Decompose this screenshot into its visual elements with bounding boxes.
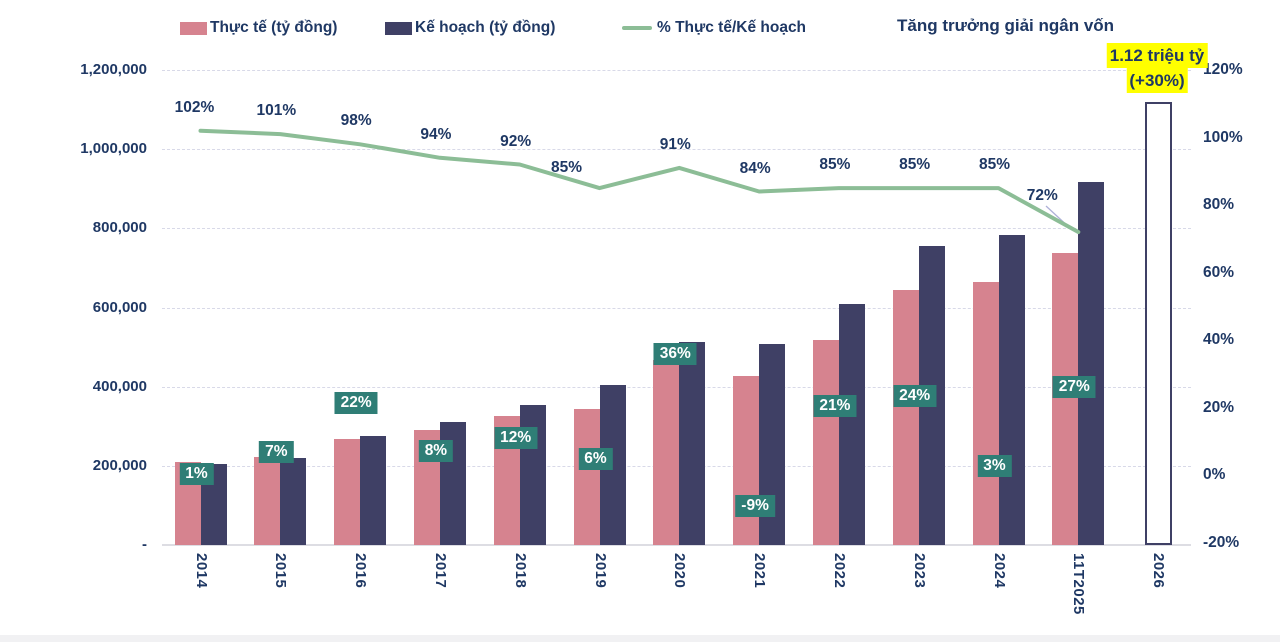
plan-bar	[1078, 182, 1105, 545]
gridline	[162, 307, 1191, 309]
left-axis-tick: 200,000	[92, 456, 147, 474]
growth-badge: 3%	[977, 455, 1012, 477]
x-axis-label: 2015	[272, 553, 290, 589]
growth-badge: 22%	[334, 392, 378, 414]
plan-bar	[998, 235, 1025, 545]
actual-bar	[892, 290, 919, 545]
annotation-line2: (+30%)	[1126, 68, 1188, 93]
actual-bar	[1052, 252, 1079, 545]
x-axis-label: 2014	[192, 553, 210, 589]
left-axis-tick: 600,000	[92, 298, 147, 316]
right-axis-tick: 40%	[1203, 331, 1235, 348]
right-axis-tick: 100%	[1203, 128, 1243, 146]
x-axis-label: 2026	[1150, 553, 1168, 589]
ratio-line	[198, 128, 1081, 234]
plan-bar	[679, 341, 706, 545]
ratio-point-label: 85%	[899, 156, 931, 174]
actual-swatch-icon	[180, 21, 207, 35]
legend-label-ratio: % Thực tế/Kế hoạch	[657, 19, 807, 36]
x-axis-label: 2016	[352, 553, 370, 589]
chart-title: Tăng trưởng giải ngân vốn	[897, 16, 1115, 35]
ratio-point-label: 85%	[819, 156, 851, 174]
growth-badge: 36%	[653, 343, 697, 365]
plan-bar	[360, 436, 387, 545]
x-axis-label: 2020	[671, 553, 689, 589]
actual-bar	[254, 456, 281, 545]
x-axis-label: 2019	[591, 553, 609, 589]
ratio-point-label: 85%	[550, 159, 583, 177]
actual-bar	[573, 408, 600, 545]
growth-badge: 6%	[578, 448, 613, 470]
x-axis-label: 2022	[830, 553, 848, 589]
left-axis-tick: -	[142, 536, 147, 553]
right-axis-tick: 120%	[1203, 61, 1243, 78]
x-axis-label: 2024	[990, 553, 1008, 589]
actual-bar	[733, 375, 760, 545]
legend-item-actual: Thực tế (tỷ đồng)	[180, 19, 337, 37]
right-axis-tick: 0%	[1203, 466, 1226, 483]
growth-badge: 21%	[813, 395, 857, 417]
left-axis-tick: 1,000,000	[80, 140, 147, 158]
ratio-point-label: 84%	[739, 159, 771, 177]
annotation-line1: 1.12 triệu tỷ	[1106, 43, 1208, 68]
ratio-point-label: 91%	[659, 135, 691, 153]
x-axis-label: 11T2025	[1070, 553, 1088, 615]
ratio-line-swatch-icon	[622, 26, 652, 30]
left-axis-tick: 800,000	[92, 219, 147, 237]
x-axis-label: 2018	[511, 553, 529, 589]
growth-badge: 8%	[418, 440, 454, 462]
plan-bar	[838, 303, 865, 545]
x-axis-label: 2023	[910, 553, 928, 589]
growth-badge: 1%	[179, 463, 214, 485]
label-leader-line	[1045, 205, 1073, 231]
growth-badge: 12%	[494, 427, 538, 449]
plan-bar	[280, 457, 307, 545]
x-axis-label: 2017	[431, 553, 449, 589]
plan-2026-annotation: 1.12 triệu tỷ (+30%)	[1106, 43, 1208, 93]
x-axis-line	[162, 544, 1191, 546]
gridline	[162, 70, 1191, 71]
actual-bar	[812, 340, 839, 545]
legend-label-actual: Thực tế (tỷ đồng)	[210, 19, 338, 36]
legend-item-plan: Kế hoạch (tỷ đồng)	[385, 19, 555, 37]
ratio-point-label: 85%	[978, 156, 1011, 174]
ratio-point-label: 102%	[174, 98, 215, 116]
right-axis-tick: 80%	[1203, 196, 1235, 213]
ratio-point-label: 94%	[420, 125, 452, 143]
growth-badge: 27%	[1052, 376, 1096, 398]
x-axis-label: 2021	[751, 553, 769, 589]
bottom-edge-strip	[0, 635, 1280, 642]
left-axis-tick: 1,200,000	[80, 61, 147, 78]
legend-label-plan: Kế hoạch (tỷ đồng)	[415, 19, 556, 36]
legend-item-ratio: % Thực tế/Kế hoạch	[622, 19, 806, 37]
right-axis-tick: -20%	[1203, 533, 1240, 551]
growth-badge: -9%	[735, 495, 775, 517]
left-axis-tick: 400,000	[92, 377, 147, 395]
growth-badge: 7%	[259, 441, 294, 463]
plan-swatch-icon	[385, 21, 412, 35]
actual-bar	[972, 282, 999, 545]
ratio-point-label: 72%	[1026, 187, 1058, 204]
ratio-point-label: 98%	[340, 112, 372, 130]
ratio-point-label: 101%	[256, 102, 297, 120]
actual-bar	[334, 438, 361, 545]
right-axis-tick: 60%	[1203, 263, 1235, 281]
ratio-point-label: 92%	[500, 132, 532, 150]
gridline	[162, 228, 1191, 230]
actual-bar	[653, 360, 680, 545]
growth-badge: 24%	[893, 385, 937, 407]
right-axis-tick: 20%	[1203, 398, 1235, 416]
plan-bar-outline-2026	[1144, 101, 1172, 545]
